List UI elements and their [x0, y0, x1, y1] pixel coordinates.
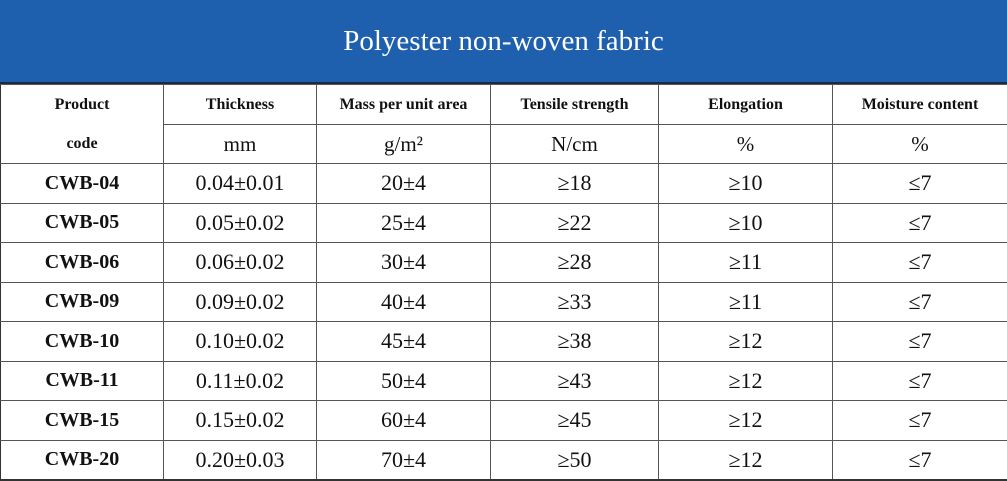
- cell: 45±4: [316, 321, 491, 362]
- cell: ≥45: [490, 400, 659, 441]
- cell: 0.10±0.02: [163, 321, 317, 362]
- cell: 0.06±0.02: [163, 242, 317, 283]
- data-row: CWB-09 0.09±0.02 40±4 ≥33 ≥11 ≤7: [0, 281, 1007, 322]
- cell: ≥18: [490, 163, 659, 204]
- cell: ≥10: [658, 163, 833, 204]
- data-row: CWB-20 0.20±0.03 70±4 ≥50 ≥12 ≤7: [0, 439, 1007, 481]
- cell: ≥12: [658, 439, 833, 481]
- row-label: code: [0, 124, 164, 164]
- cell: ≥12: [658, 321, 833, 362]
- cell: ≥12: [658, 400, 833, 441]
- cell: ≥11: [658, 242, 833, 283]
- cell: 0.11±0.02: [163, 360, 317, 401]
- header-row: code mm g/m² N/cm%%: [0, 124, 1007, 164]
- cell: ≥43: [490, 360, 659, 401]
- data-row: CWB-04 0.04±0.01 20±4 ≥18 ≥10 ≤7: [0, 163, 1007, 204]
- cell: g/m²: [316, 124, 491, 164]
- cell: ≥10: [658, 202, 833, 243]
- cell: ≤7: [832, 163, 1007, 204]
- data-row: CWB-06 0.06±0.02 30±4 ≥28 ≥11 ≤7: [0, 242, 1007, 283]
- cell: ≤7: [832, 400, 1007, 441]
- row-label: Product: [0, 84, 164, 125]
- cell: 70±4: [316, 439, 491, 481]
- cell: ≥22: [490, 202, 659, 243]
- cell: ≥11: [658, 281, 833, 322]
- cell: ≤7: [832, 439, 1007, 481]
- row-label: CWB-15: [0, 400, 164, 441]
- row-label: CWB-10: [0, 321, 164, 362]
- cell: 40±4: [316, 281, 491, 322]
- row-label: CWB-09: [0, 281, 164, 322]
- cell: Tensile strength: [490, 84, 659, 125]
- header-row: Product Thickness Mass per unit area Tensil…: [0, 84, 1007, 125]
- cell: ≤7: [832, 202, 1007, 243]
- table-body: Product Thickness Mass per unit area Tensil…: [0, 84, 1007, 481]
- table-title: Polyester non-woven fabric: [0, 0, 1007, 84]
- cell: ≥28: [490, 242, 659, 283]
- cell: 0.09±0.02: [163, 281, 317, 322]
- cell: 0.05±0.02: [163, 202, 317, 243]
- cell: N/cm: [490, 124, 659, 164]
- row-label: CWB-04: [0, 163, 164, 204]
- data-row: CWB-15 0.15±0.02 60±4 ≥45 ≥12 ≤7: [0, 400, 1007, 441]
- cell: 20±4: [316, 163, 491, 204]
- cell: Moisture content: [832, 84, 1007, 125]
- row-label: CWB-06: [0, 242, 164, 283]
- cell: 25±4: [316, 202, 491, 243]
- cell: 0.20±0.03: [163, 439, 317, 481]
- cell: 30±4: [316, 242, 491, 283]
- cell: 0.04±0.01: [163, 163, 317, 204]
- cell: ≥12: [658, 360, 833, 401]
- cell: ≥33: [490, 281, 659, 322]
- cell: ≤7: [832, 360, 1007, 401]
- data-row: CWB-10 0.10±0.02 45±4 ≥38 ≥12 ≤7: [0, 321, 1007, 362]
- cell: ≤7: [832, 242, 1007, 283]
- cell: ≤7: [832, 321, 1007, 362]
- spec-table: Product Thickness Mass per unit area Tensil…: [0, 84, 1007, 481]
- cell: ≥50: [490, 439, 659, 481]
- cell: Mass per unit area: [316, 84, 491, 125]
- row-label: CWB-11: [0, 360, 164, 401]
- cell: ≥38: [490, 321, 659, 362]
- cell: %: [658, 124, 833, 164]
- cell: Thickness: [163, 84, 317, 125]
- cell: ≤7: [832, 281, 1007, 322]
- cell: 60±4: [316, 400, 491, 441]
- data-row: CWB-05 0.05±0.02 25±4 ≥22 ≥10 ≤7: [0, 202, 1007, 243]
- cell: 0.15±0.02: [163, 400, 317, 441]
- cell: Elongation: [658, 84, 833, 125]
- row-label: CWB-20: [0, 439, 164, 481]
- row-label: CWB-05: [0, 202, 164, 243]
- cell: mm: [163, 124, 317, 164]
- cell: %: [832, 124, 1007, 164]
- cell: 50±4: [316, 360, 491, 401]
- data-row: CWB-11 0.11±0.02 50±4 ≥43 ≥12 ≤7: [0, 360, 1007, 401]
